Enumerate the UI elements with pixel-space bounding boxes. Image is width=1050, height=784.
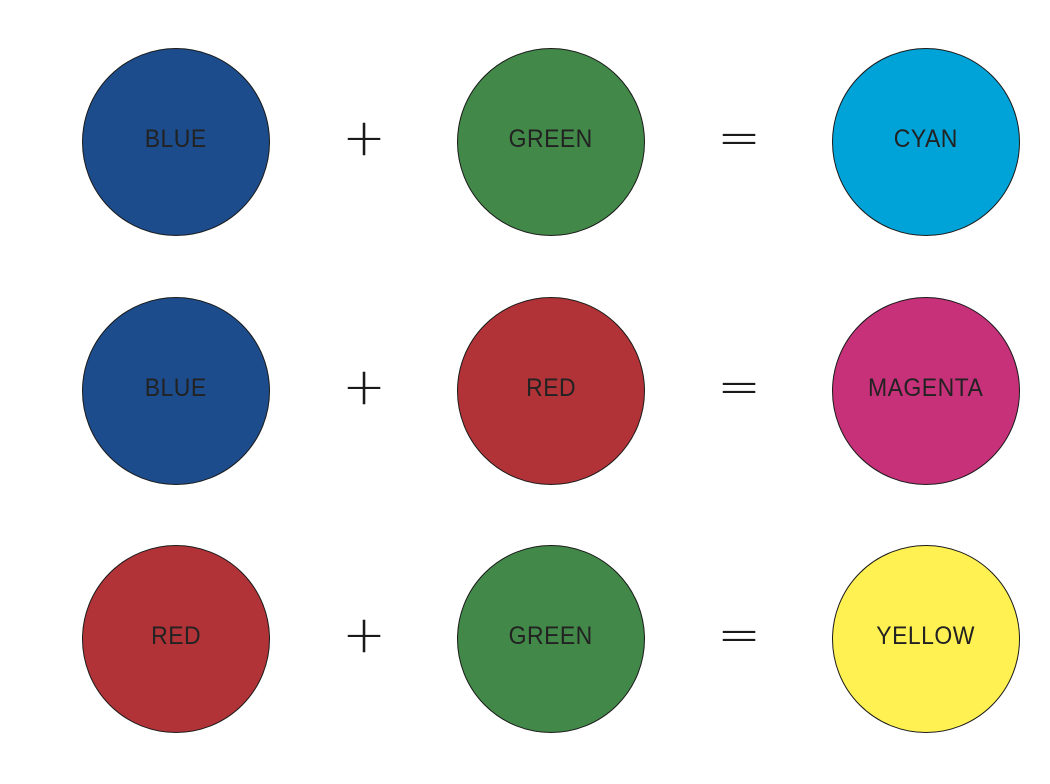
green-circle: GREEN bbox=[457, 48, 645, 236]
plus-sign: + bbox=[342, 605, 386, 665]
circle-label: CYAN bbox=[893, 124, 959, 153]
equals-sign: = bbox=[717, 605, 761, 665]
green-circle: GREEN bbox=[457, 545, 645, 733]
circle-label: RED bbox=[526, 373, 576, 402]
yellow-circle: YELLOW bbox=[832, 545, 1020, 733]
circle-label: YELLOW bbox=[876, 621, 976, 650]
red-circle: RED bbox=[82, 545, 270, 733]
circle-label: BLUE bbox=[145, 373, 207, 402]
magenta-circle: MAGENTA bbox=[832, 297, 1020, 485]
circle-label: RED bbox=[151, 621, 201, 650]
equation-row-blue-green: BLUE + GREEN = CYAN bbox=[0, 48, 1050, 238]
circle-label: BLUE bbox=[145, 124, 207, 153]
circle-label: GREEN bbox=[508, 124, 594, 153]
circle-label: MAGENTA bbox=[868, 373, 984, 402]
circle-label: GREEN bbox=[508, 621, 594, 650]
plus-sign: + bbox=[342, 108, 386, 168]
cyan-circle: CYAN bbox=[832, 48, 1020, 236]
equals-sign: = bbox=[717, 357, 761, 417]
equation-row-blue-red: BLUE + RED = MAGENTA bbox=[0, 297, 1050, 487]
plus-sign: + bbox=[342, 357, 386, 417]
equation-row-red-green: RED + GREEN = YELLOW bbox=[0, 545, 1050, 735]
blue-circle: BLUE bbox=[82, 48, 270, 236]
red-circle: RED bbox=[457, 297, 645, 485]
blue-circle: BLUE bbox=[82, 297, 270, 485]
equals-sign: = bbox=[717, 108, 761, 168]
